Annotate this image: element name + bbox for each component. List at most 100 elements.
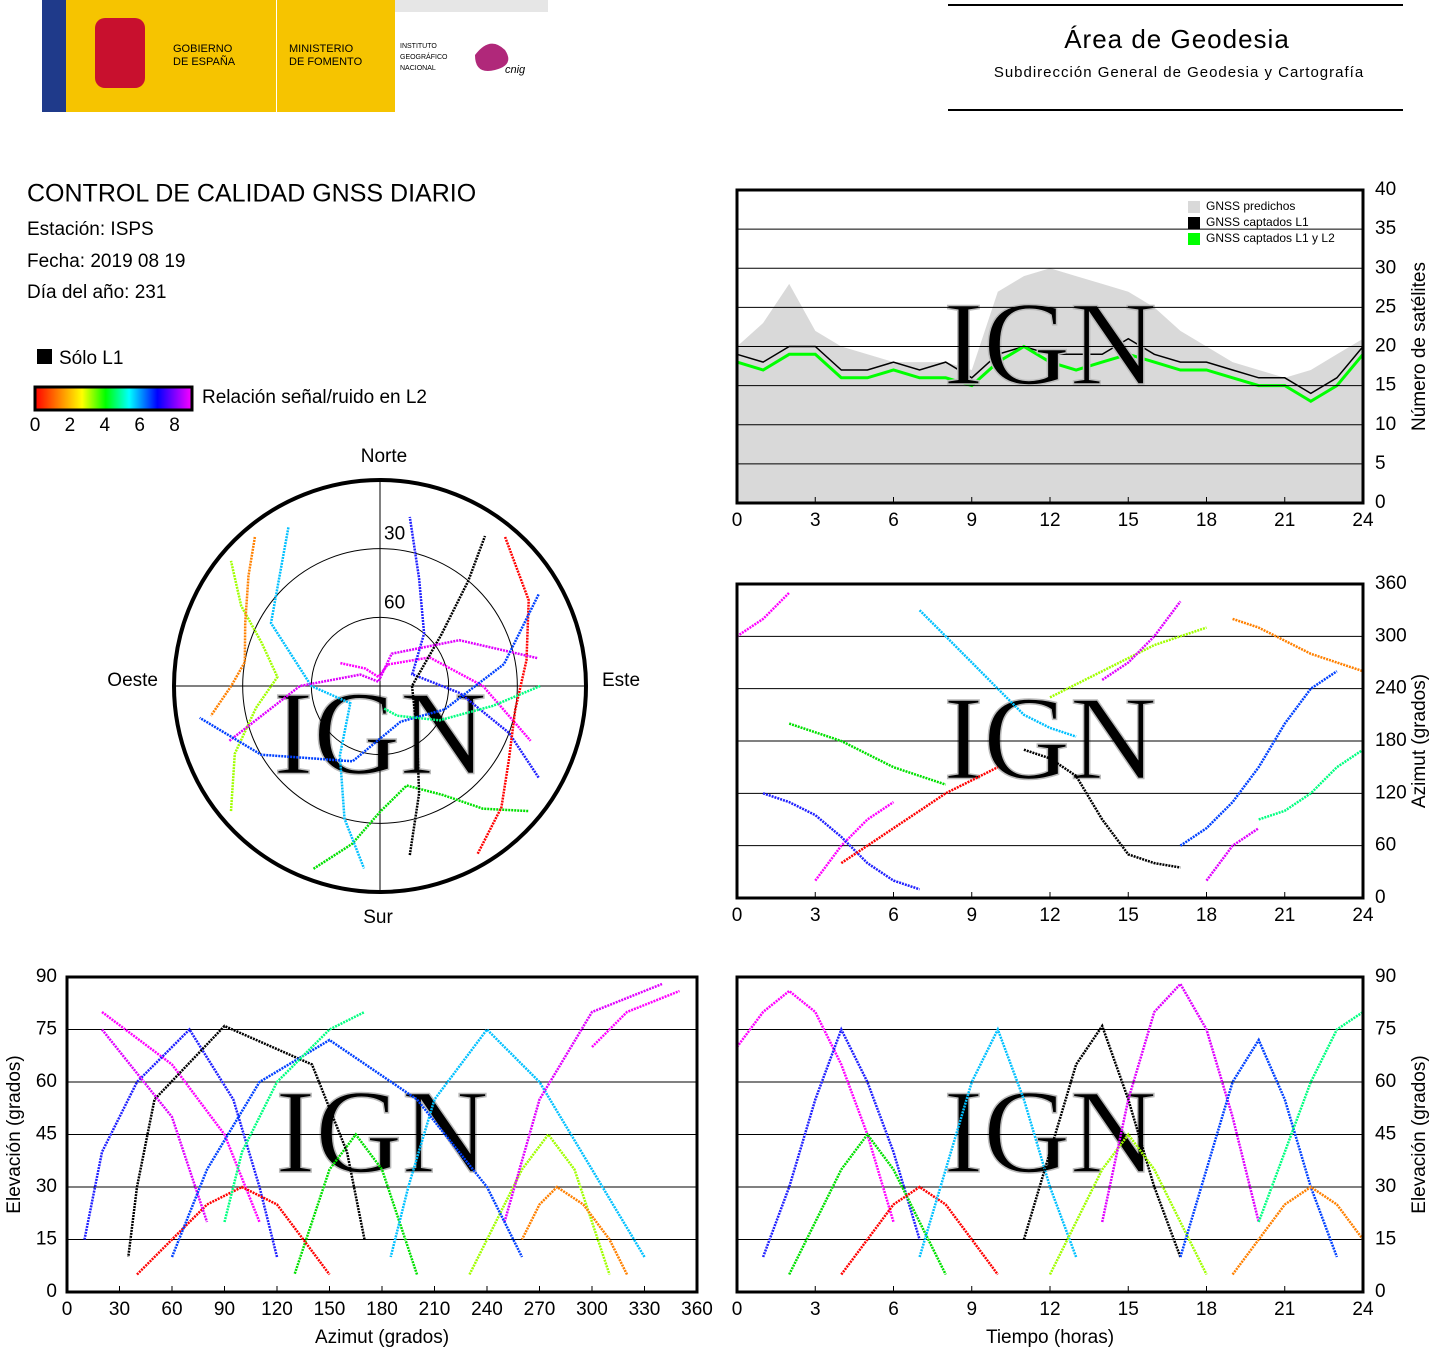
y-tick-label: 75 bbox=[1375, 1019, 1396, 1040]
y-tick-label: 60 bbox=[1375, 1071, 1396, 1092]
cnig-logo bbox=[475, 43, 509, 71]
legend-swatch bbox=[1188, 233, 1200, 245]
logo-band bbox=[42, 0, 66, 112]
y-tick-label: 45 bbox=[1375, 1124, 1396, 1145]
x-tick-label: 24 bbox=[1352, 510, 1374, 531]
satellite-track bbox=[918, 609, 1077, 738]
date: Fecha: 2019 08 19 bbox=[27, 251, 185, 272]
east-label: Este bbox=[602, 670, 640, 691]
satellite-track bbox=[1205, 827, 1260, 882]
x-tick-label: 150 bbox=[314, 1299, 346, 1320]
satellite-track bbox=[520, 1185, 629, 1276]
satellite-track bbox=[1258, 748, 1364, 821]
snr-label: Relación señal/ruido en L2 bbox=[202, 387, 427, 408]
satellite-track bbox=[1179, 1037, 1339, 1258]
y-tick-label: 30 bbox=[36, 1176, 57, 1197]
sky-track bbox=[209, 536, 257, 717]
y-tick-label: 360 bbox=[1375, 573, 1407, 594]
y-tick-label: 300 bbox=[1375, 625, 1407, 646]
logo-text: GOBIERNO bbox=[173, 43, 233, 55]
x-tick-label: 240 bbox=[471, 1299, 503, 1320]
legend-label: GNSS captados L1 bbox=[1206, 215, 1309, 229]
x-tick-label: 24 bbox=[1352, 1299, 1374, 1320]
y-tick-label: 20 bbox=[1375, 336, 1396, 357]
satellite-track bbox=[223, 1010, 366, 1223]
day-of-year: Día del año: 231 bbox=[27, 282, 166, 303]
sky-track bbox=[199, 593, 540, 763]
logo-band bbox=[277, 0, 395, 112]
satellite-track bbox=[1231, 1185, 1365, 1276]
y-tick-label: 15 bbox=[1375, 1229, 1396, 1250]
snr-tick-label: 2 bbox=[65, 415, 76, 436]
satellite-track bbox=[1257, 1010, 1364, 1223]
satellite-track bbox=[83, 1027, 279, 1258]
x-tick-label: 9 bbox=[966, 510, 977, 531]
y-axis-label: Número de satélites bbox=[1409, 262, 1430, 431]
satellite-track bbox=[840, 1185, 999, 1276]
x-tick-label: 0 bbox=[732, 510, 743, 531]
x-tick-label: 330 bbox=[629, 1299, 661, 1320]
x-tick-label: 18 bbox=[1196, 905, 1217, 926]
l1-label: Sólo L1 bbox=[59, 348, 123, 369]
satellite-track bbox=[762, 792, 920, 891]
satellite-track bbox=[840, 766, 999, 865]
subdirection: Subdirección General de Geodesia y Carto… bbox=[994, 64, 1364, 81]
x-tick-label: 9 bbox=[966, 905, 977, 926]
west-label: Oeste bbox=[107, 670, 158, 691]
x-tick-label: 210 bbox=[419, 1299, 451, 1320]
watermark: IGN bbox=[275, 1065, 488, 1198]
plot-frame bbox=[735, 188, 1365, 505]
x-axis-label: Azimut (grados) bbox=[315, 1327, 449, 1348]
sky-track bbox=[408, 516, 540, 779]
report-title: CONTROL DE CALIDAD GNSS DIARIO bbox=[27, 180, 476, 208]
x-tick-label: 6 bbox=[888, 1299, 899, 1320]
satellite-track bbox=[814, 801, 895, 882]
x-tick-label: 18 bbox=[1196, 1299, 1217, 1320]
satellite-track bbox=[736, 591, 791, 638]
y-tick-label: 60 bbox=[1375, 835, 1396, 856]
satellite-track bbox=[127, 1024, 366, 1258]
satellite-track bbox=[591, 989, 680, 1048]
y-axis-label: Azimut (grados) bbox=[1409, 674, 1430, 808]
legend-swatch bbox=[1188, 217, 1200, 229]
x-tick-label: 120 bbox=[261, 1299, 293, 1320]
x-tick-label: 300 bbox=[576, 1299, 608, 1320]
snr-tick-label: 8 bbox=[169, 415, 180, 436]
x-tick-label: 12 bbox=[1039, 1299, 1060, 1320]
plot-frame bbox=[65, 975, 699, 1294]
l1-swatch bbox=[37, 349, 52, 364]
plot-frame bbox=[735, 582, 1365, 900]
snr-tick-label: 6 bbox=[134, 415, 145, 436]
y-tick-label: 30 bbox=[1375, 257, 1396, 278]
satellite-track bbox=[1049, 626, 1207, 699]
satellite-track bbox=[101, 1028, 209, 1223]
satellite-track bbox=[1048, 1132, 1208, 1276]
y-tick-label: 240 bbox=[1375, 678, 1407, 699]
y-tick-label: 0 bbox=[1375, 887, 1386, 908]
x-tick-label: 6 bbox=[888, 510, 899, 531]
watermark: IGN bbox=[943, 672, 1156, 805]
y-tick-label: 10 bbox=[1375, 414, 1396, 435]
x-tick-label: 12 bbox=[1039, 905, 1060, 926]
logo-text: MINISTERIO bbox=[289, 43, 354, 55]
logo-text: cnig bbox=[505, 64, 526, 76]
x-tick-label: 3 bbox=[810, 905, 821, 926]
x-tick-label: 21 bbox=[1274, 905, 1295, 926]
x-tick-label: 15 bbox=[1118, 510, 1139, 531]
snr-tick-label: 0 bbox=[30, 415, 41, 436]
x-tick-label: 30 bbox=[109, 1299, 130, 1320]
logo-band bbox=[166, 0, 276, 112]
area-title: Área de Geodesia bbox=[1064, 24, 1290, 54]
south-label: Sur bbox=[363, 907, 393, 928]
x-tick-label: 18 bbox=[1196, 510, 1217, 531]
sky-track bbox=[340, 656, 532, 742]
satellite-track bbox=[1179, 670, 1338, 847]
x-tick-label: 60 bbox=[161, 1299, 182, 1320]
logo-text: DE ESPAÑA bbox=[173, 55, 236, 68]
elevation-ring bbox=[242, 548, 518, 824]
station: Estación: ISPS bbox=[27, 219, 154, 240]
y-tick-label: 180 bbox=[1375, 730, 1407, 751]
y-tick-label: 120 bbox=[1375, 782, 1407, 803]
watermark: IGN bbox=[943, 1065, 1156, 1198]
